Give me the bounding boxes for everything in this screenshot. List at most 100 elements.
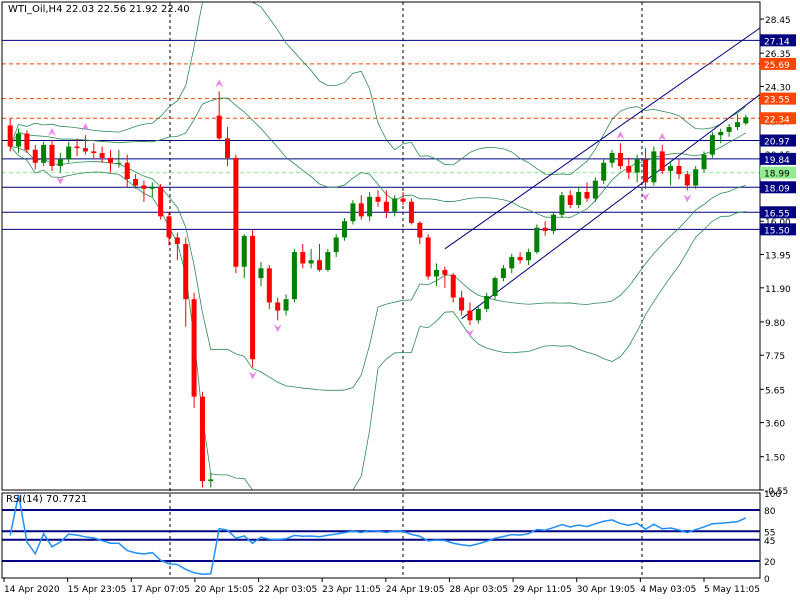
rsi-panel[interactable] [2,494,760,575]
fractal-down-marker [56,176,65,185]
candle-body [16,133,22,147]
candle-body [626,166,632,173]
candle-body [676,166,682,175]
time-tick-label: 14 Apr 2020 [4,585,60,595]
candle-body [718,131,724,136]
level-price-box [760,206,796,219]
candle-body [459,297,465,311]
fractal-down-marker [683,194,692,203]
candle-body [693,169,699,186]
candle-body [91,151,97,154]
price-panel[interactable] [2,1,761,578]
candle-body [99,153,105,158]
fractal-up-marker [658,132,667,141]
fractal-up-marker [47,128,56,137]
candle-body [166,216,172,238]
candle-body [534,227,540,253]
candle-body [400,198,406,202]
channel-lower-line [461,94,761,320]
candle-body [7,125,13,147]
candle-body [233,157,239,267]
candle-body [199,396,205,482]
candle-body [174,237,180,244]
candle-body [216,115,222,139]
candle-body [333,237,339,253]
level-price-box [760,152,796,165]
level-price-label: 23.55 [764,96,790,106]
time-tick-label: 17 Apr 07:05 [131,585,190,595]
level-price-box [760,181,796,194]
time-tick-label: 30 Apr 19:05 [577,585,636,595]
fractal-down-marker [273,324,282,333]
level-price-box [760,34,796,47]
chart-header: WTI_Oil,H4 22.03 22.56 21.92 22.40 [8,4,190,15]
candle-body [492,278,498,296]
fractal-up-marker [616,131,625,140]
price-tick-label: 11.90 [765,285,791,295]
candle-body [283,299,289,311]
candle-body [225,138,231,158]
price-tick-label: -0.55 [765,487,788,497]
candle-body [66,146,72,160]
channel-upper-line [444,27,761,250]
candle-body [258,268,264,279]
candle-body [342,221,348,238]
candle-body [517,256,523,261]
price-tick-label: 3.60 [765,420,785,430]
candle-body [116,162,122,164]
price-tick-label: 7.75 [765,352,785,362]
rsi-tick-label: 80 [764,507,776,517]
candle-body [32,149,38,163]
candle-body [684,174,690,186]
candle-body [701,154,707,170]
candle-body [107,157,114,163]
candle-body [191,299,197,397]
candle-body [383,201,389,212]
candle-body [743,117,749,124]
time-tick-label: 15 Apr 23:05 [68,585,127,595]
candle-body [617,153,623,167]
candle-body [141,185,147,189]
candle-body [308,260,314,264]
candle-body [668,166,674,171]
candle-body [475,308,481,321]
outer-lower-band [9,146,746,491]
candle-body [367,196,373,217]
fractal-up-marker [215,79,224,88]
candle-body [567,195,573,205]
candle-body [408,201,414,223]
candle-body [542,227,548,231]
level-price-label: 27.14 [764,37,790,47]
candle-body [57,159,63,167]
candle-body [425,237,431,277]
level-price-label: 20.97 [764,138,790,148]
candle-body [450,274,456,298]
time-tick-label: 24 Apr 19:05 [386,585,445,595]
rsi-tick-label: 20 [764,558,776,568]
level-price-label: 16.55 [764,209,790,219]
candle-body [41,144,47,163]
candle-body [124,162,130,180]
fractal-down-marker [248,371,257,380]
time-tick-label: 23 Apr 11:05 [322,585,381,595]
time-tick-label: 22 Apr 03:05 [259,585,318,595]
level-price-box [760,92,796,105]
inner-upper-band [9,97,747,218]
time-tick-label: 4 May 03:05 [640,585,696,595]
candle-body [551,214,557,231]
candle-body [149,187,155,189]
candle-body [509,256,515,269]
candle-body [250,235,256,360]
outer-upper-band [9,1,747,176]
rsi-tick-label: 100 [764,490,781,500]
level-price-label: 25.69 [764,61,790,71]
rsi-tick-label: 0 [764,575,770,585]
price-panel-frame [1,1,761,491]
candle-body [241,235,247,267]
candle-body [291,252,297,300]
level-price-label: 18.09 [764,184,790,194]
price-tick-label: 24.30 [765,83,791,93]
candle-body [659,151,665,171]
